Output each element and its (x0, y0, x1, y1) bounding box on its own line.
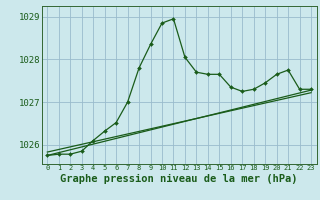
X-axis label: Graphe pression niveau de la mer (hPa): Graphe pression niveau de la mer (hPa) (60, 174, 298, 184)
